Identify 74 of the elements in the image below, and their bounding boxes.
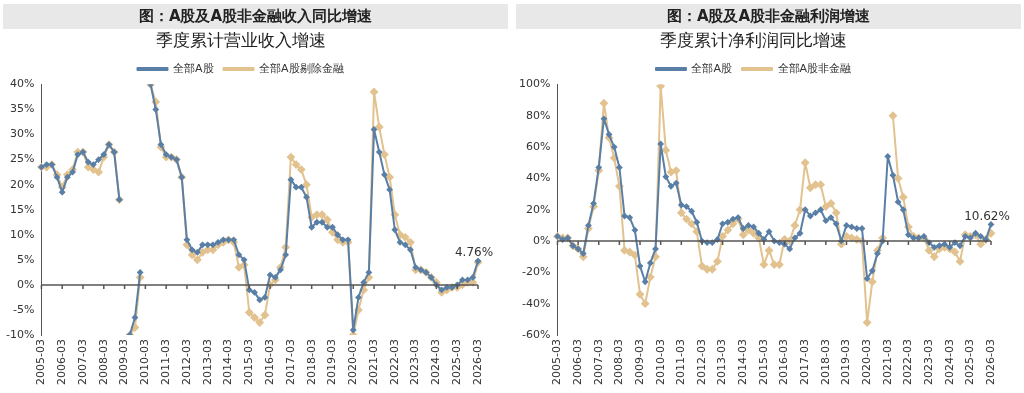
y-tick-label: 25% [9,152,35,166]
x-tick-label: 2020-03 [859,339,873,386]
x-tick-label: 2013-03 [200,339,214,386]
x-tick-label: 2010-03 [138,339,152,386]
chart-subtitle: 季度累计营业收入增速 [155,29,326,50]
y-tick-label: -5% [13,302,35,316]
x-tick-label: 2021-03 [880,339,894,386]
x-tick-label: 2008-03 [612,339,626,386]
x-tick-label: 2026-03 [983,339,997,386]
chart-subtitle: 季度累计净利润同比增速 [660,29,847,50]
x-tick-label: 2006-03 [570,339,584,386]
y-tick-label: 20% [9,177,35,191]
y-tick-label: 35% [9,102,35,116]
x-tick-label: 2026-03 [470,339,484,386]
y-tick-label: 40% [525,171,551,185]
x-tick-label: 2021-03 [366,339,380,386]
x-tick-label: 2022-03 [387,339,401,386]
x-tick-label: 2020-03 [346,339,360,386]
x-tick-label: 2010-03 [653,339,667,386]
y-tick-label: -10% [6,327,35,341]
data-label: 10.62% [964,208,1010,223]
x-tick-label: 2017-03 [798,339,812,386]
y-tick-label: 0% [16,277,35,291]
data-label: 4.76% [454,245,494,260]
x-tick-label: 2018-03 [304,339,318,386]
x-tick-label: 2014-03 [736,339,750,386]
x-tick-label: 2022-03 [901,339,915,386]
x-tick-label: 2016-03 [777,339,791,386]
y-tick-label: 20% [525,202,551,216]
y-tick-label: 0% [532,233,551,247]
x-tick-label: 2019-03 [839,339,853,386]
legend-label: 全部A股 [172,61,214,75]
x-tick-label: 2025-03 [450,339,464,386]
x-tick-label: 2016-03 [262,339,276,386]
y-tick-label: 30% [9,127,35,141]
x-tick-label: 2007-03 [591,339,605,386]
y-tick-label: 5% [16,252,35,266]
x-tick-label: 2015-03 [756,339,770,386]
x-tick-label: 2019-03 [325,339,339,386]
y-tick-label: 80% [525,108,551,122]
x-tick-label: 2013-03 [715,339,729,386]
x-tick-label: 2007-03 [75,339,89,386]
x-tick-label: 2024-03 [429,339,443,386]
x-tick-label: 2009-03 [117,339,131,386]
x-tick-label: 2011-03 [674,339,688,386]
y-tick-label: 40% [9,77,35,91]
x-tick-label: 2009-03 [632,339,646,386]
chart-title: 图：A股及A股非金融利润增速 [516,4,1021,29]
x-tick-label: 2012-03 [179,339,193,386]
y-tick-label: 15% [9,202,35,216]
x-tick-label: 2024-03 [942,339,956,386]
x-tick-label: 2006-03 [55,339,69,386]
y-tick-label: 60% [525,139,551,153]
y-tick-label: -60% [522,327,551,341]
y-tick-label: 10% [9,227,35,241]
x-tick-label: 2023-03 [408,339,422,386]
x-tick-label: 2018-03 [818,339,832,386]
x-tick-label: 2014-03 [221,339,235,386]
x-tick-label: 2017-03 [283,339,297,386]
legend-label: 全部A股非金融 [777,61,852,75]
x-tick-label: 2008-03 [96,339,110,386]
x-tick-label: 2012-03 [694,339,708,386]
x-tick-label: 2025-03 [963,339,977,386]
x-tick-label: 2023-03 [921,339,935,386]
y-tick-label: -40% [522,296,551,310]
legend-label: 全部A股 [691,61,733,75]
chart-title: 图：A股及A股非金融收入同比增速 [3,4,508,29]
legend-label: 全部A股剔除金融 [259,61,344,75]
x-tick-label: 2015-03 [242,339,256,386]
x-tick-label: 2005-03 [34,339,48,386]
x-tick-label: 2005-03 [550,339,564,386]
y-tick-label: 100% [518,77,551,91]
x-tick-label: 2011-03 [159,339,173,386]
y-tick-label: -20% [522,265,551,279]
